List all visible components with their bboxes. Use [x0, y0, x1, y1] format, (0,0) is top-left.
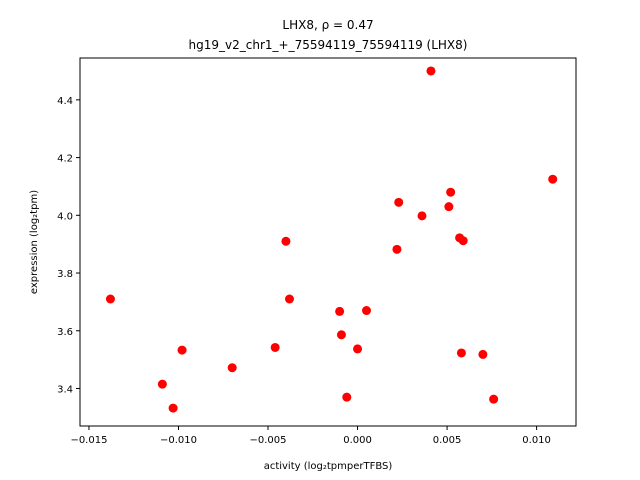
data-point — [444, 202, 454, 212]
x-tick-label: 0.010 — [522, 435, 551, 446]
y-tick-label: 3.8 — [57, 269, 73, 280]
data-point — [361, 306, 371, 316]
x-tick-label: −0.010 — [160, 435, 197, 446]
y-tick-label: 4.0 — [57, 211, 73, 222]
data-point — [392, 244, 402, 254]
data-point — [458, 236, 468, 246]
data-point — [157, 379, 167, 389]
data-point — [335, 306, 345, 316]
y-tick-label: 3.4 — [57, 384, 73, 395]
y-tick-label: 3.6 — [57, 327, 73, 338]
x-tick-label: −0.005 — [250, 435, 287, 446]
data-point — [168, 403, 178, 413]
data-point — [285, 294, 295, 304]
data-point — [270, 342, 280, 352]
data-point — [489, 394, 499, 404]
x-tick-label: −0.015 — [70, 435, 107, 446]
data-point — [456, 348, 466, 358]
data-point — [336, 330, 346, 340]
data-point — [177, 345, 187, 355]
x-tick-label: 0.000 — [343, 435, 372, 446]
data-point — [417, 211, 427, 221]
x-tick-label: 0.005 — [433, 435, 462, 446]
chart-title-line2: hg19_v2_chr1_+_75594119_75594119 (LHX8) — [189, 38, 468, 52]
x-axis-label: activity (log₂tpmperTFBS) — [264, 461, 393, 472]
y-axis: 3.4 3.6 3.8 4.0 4.2 4.4 — [57, 96, 80, 395]
data-point — [353, 344, 363, 354]
x-axis: −0.015 −0.010 −0.005 0.000 0.005 0.010 — [70, 426, 551, 446]
data-point — [227, 363, 237, 373]
y-axis-label: expression (log₂tpm) — [29, 190, 40, 294]
data-point — [548, 174, 558, 184]
data-point — [446, 187, 456, 197]
data-point — [342, 392, 352, 402]
data-point — [394, 197, 404, 207]
y-tick-label: 4.2 — [57, 154, 73, 165]
data-point — [426, 66, 436, 76]
data-points — [105, 66, 558, 413]
y-tick-label: 4.4 — [57, 96, 73, 107]
plot-area-frame — [79, 57, 577, 427]
data-point — [105, 294, 115, 304]
data-point — [478, 349, 488, 359]
chart-title-line1: LHX8, ρ = 0.47 — [282, 18, 373, 32]
data-point — [281, 236, 291, 246]
